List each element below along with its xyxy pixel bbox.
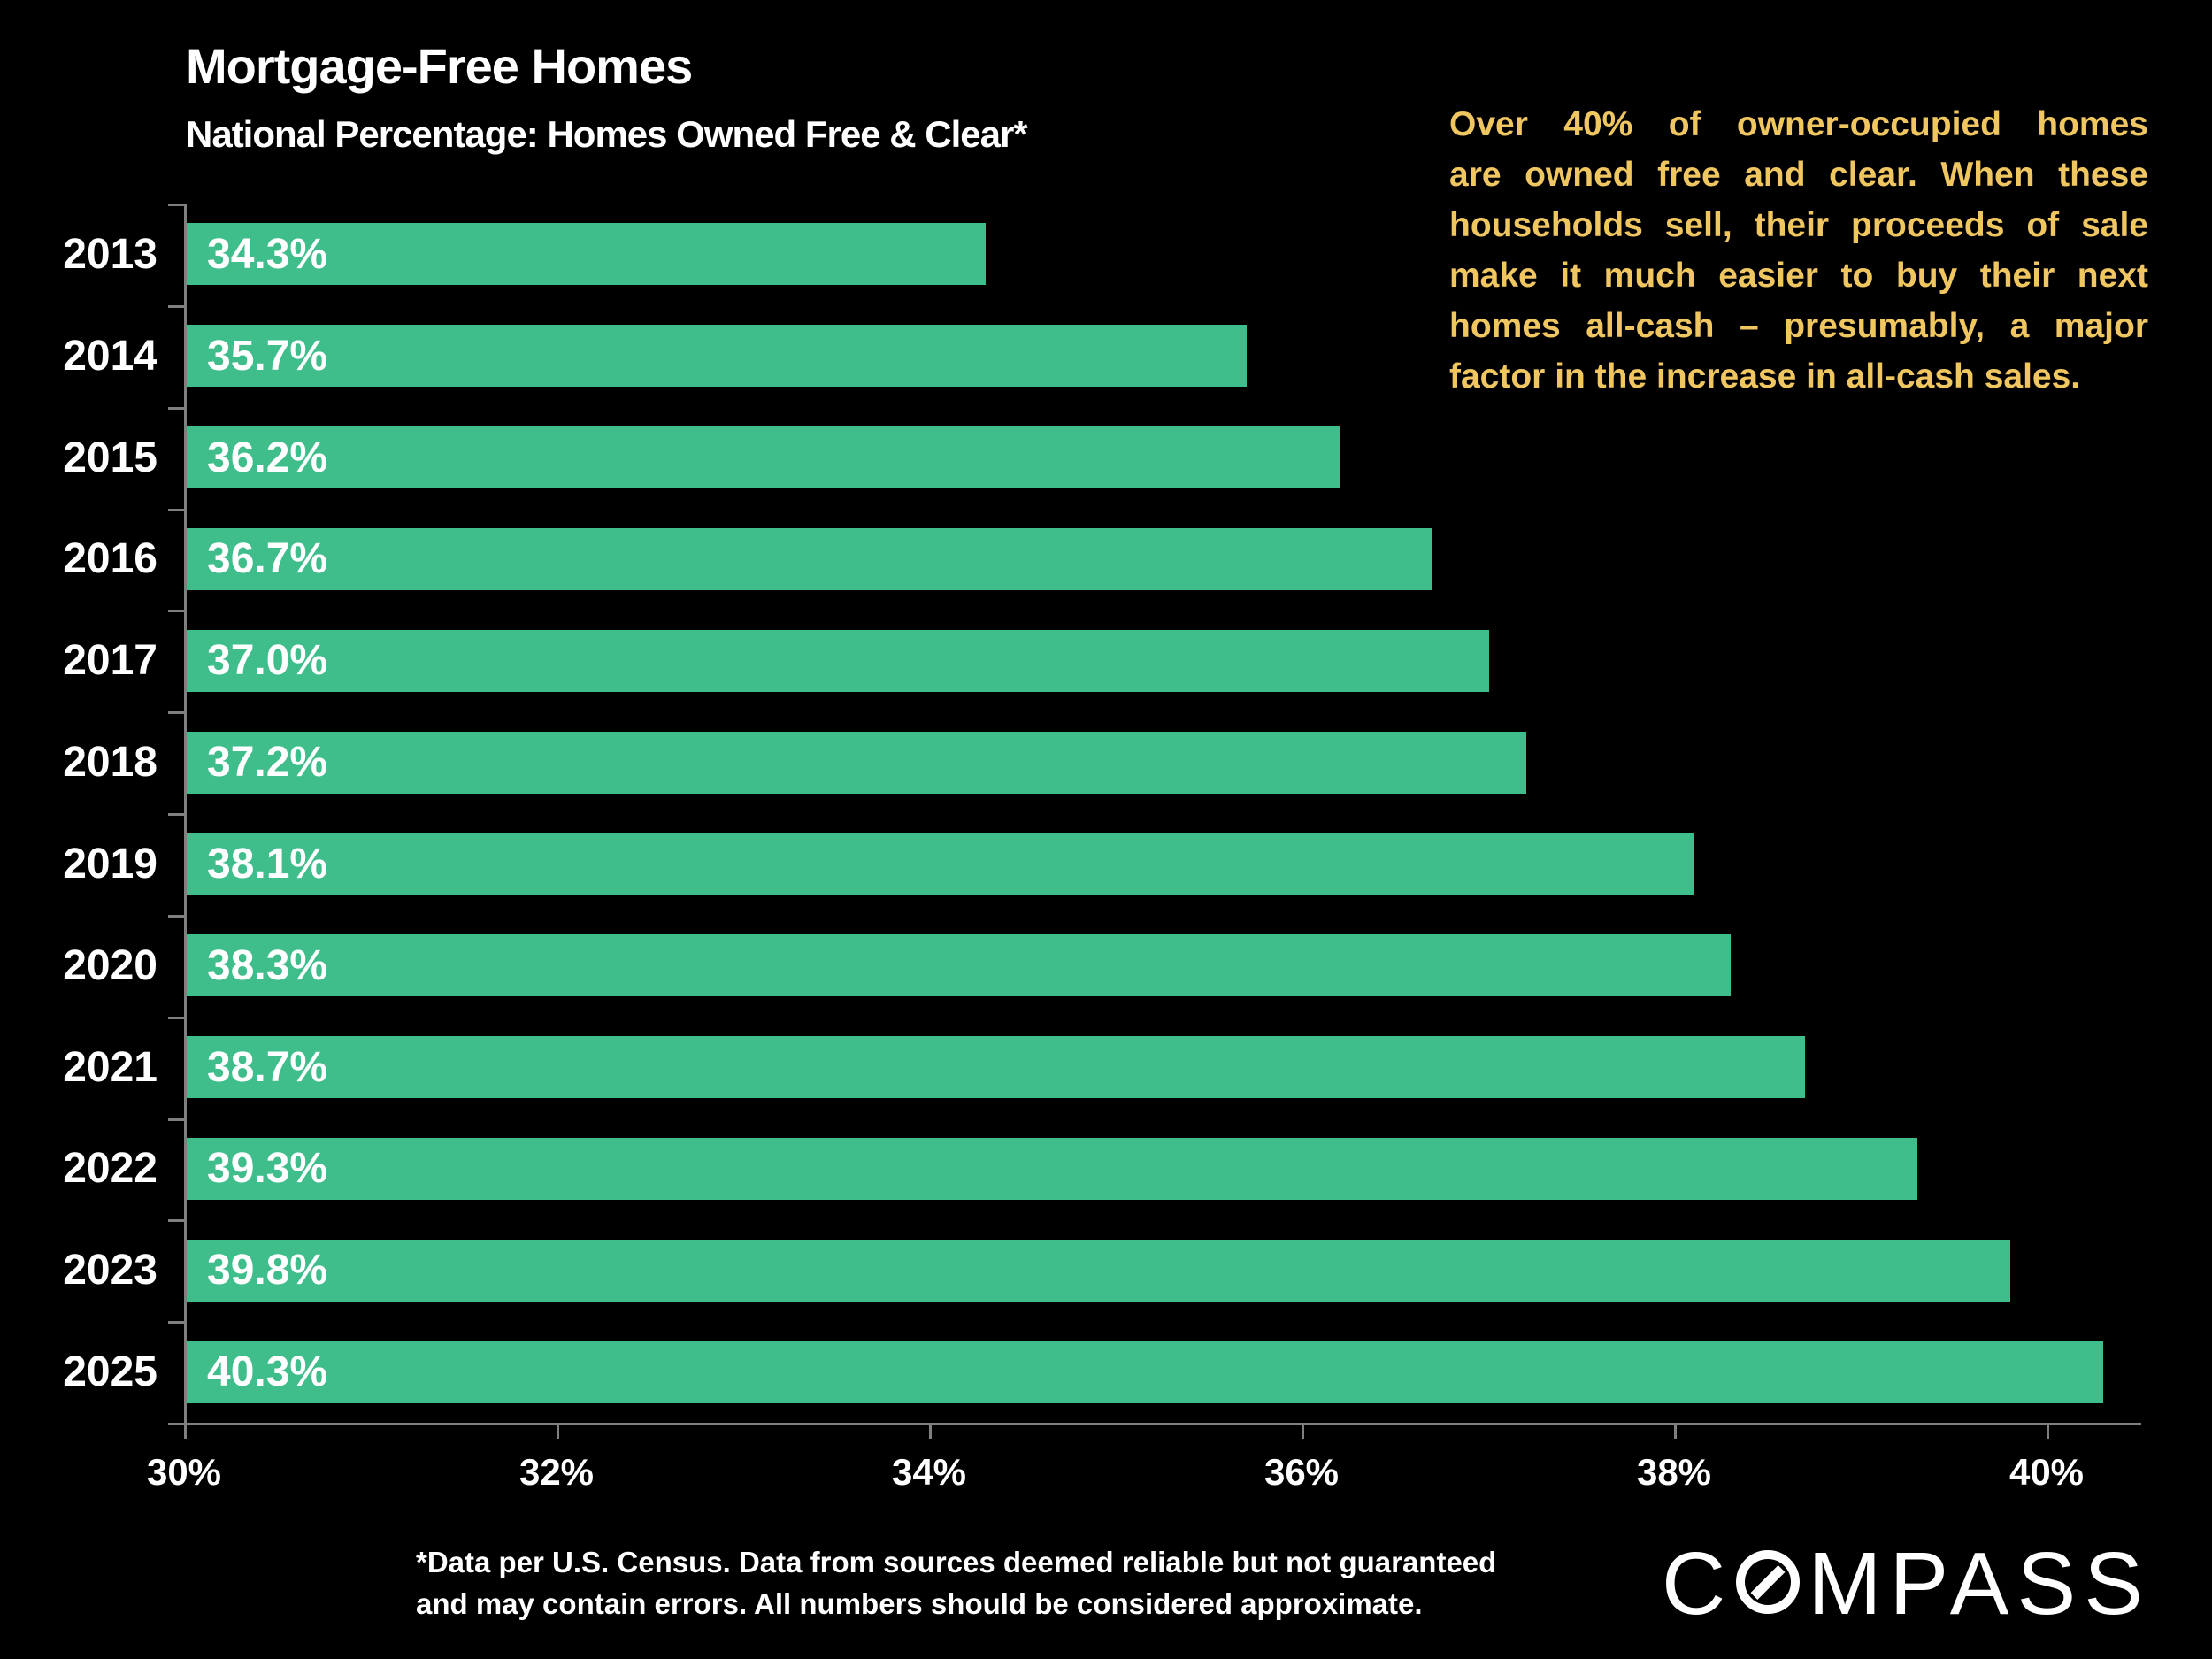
x-axis-tick-label: 36% [1263, 1451, 1340, 1493]
x-axis-tick-label: 32% [518, 1451, 595, 1493]
annotation-line: Over 40% of owner-occupied homes [1449, 105, 2148, 143]
bar-2021 [185, 1036, 1806, 1099]
x-axis-tick-label: 30% [146, 1451, 222, 1493]
category-tick [168, 813, 184, 816]
x-axis-tick [2047, 1423, 2049, 1439]
compass-logo: C MPASS [1662, 1533, 2151, 1635]
category-tick [168, 1118, 184, 1121]
chart-subtitle: National Percentage: Homes Owned Free & … [186, 113, 1028, 155]
bar-2025 [185, 1340, 2104, 1403]
value-label: 38.1% [207, 840, 328, 887]
bar-2022 [185, 1137, 1917, 1200]
year-label: 2018 [63, 739, 157, 787]
x-axis-tick [929, 1423, 932, 1439]
year-label: 2021 [63, 1043, 157, 1091]
year-label: 2015 [63, 434, 157, 481]
x-axis-tick-label: 40% [2008, 1451, 2085, 1493]
value-label: 40.3% [207, 1348, 328, 1396]
bar-2017 [185, 629, 1489, 692]
x-axis-line [168, 1423, 2141, 1425]
chart-title: Mortgage-Free Homes [186, 38, 693, 94]
bar-2014 [185, 325, 1247, 388]
x-axis-tick [1302, 1423, 1304, 1439]
x-axis-tick-label: 34% [891, 1451, 967, 1493]
category-tick [168, 1016, 184, 1019]
value-label: 35.7% [207, 332, 328, 380]
footnote: *Data per U.S. Census. Data from sources… [416, 1541, 1496, 1624]
compass-logo-suffix: MPASS [1808, 1534, 2151, 1633]
value-label: 39.8% [207, 1247, 328, 1294]
year-label: 2020 [63, 941, 157, 989]
category-tick [168, 1321, 184, 1325]
category-tick [168, 1219, 184, 1223]
bar-2016 [185, 527, 1433, 590]
annotation-line: factor in the increase in all-cash sales… [1449, 357, 2081, 396]
annotation-line: are owned free and clear. When these [1449, 156, 2148, 194]
annotation-line: make it much easier to buy their next [1449, 257, 2148, 295]
y-axis-line [184, 204, 187, 1423]
value-label: 36.7% [207, 535, 328, 583]
category-tick [168, 204, 184, 206]
compass-logo-prefix: C [1662, 1534, 1734, 1633]
annotation-text: Over 40% of owner-occupied homes are owne… [1449, 99, 2148, 402]
year-label: 2022 [63, 1145, 157, 1193]
value-label: 34.3% [207, 230, 328, 278]
x-axis-tick [557, 1423, 559, 1439]
x-axis-tick [1674, 1423, 1677, 1439]
category-tick [168, 610, 184, 613]
x-axis-tick-label: 38% [1636, 1451, 1712, 1493]
category-tick [168, 1423, 184, 1425]
value-label: 39.3% [207, 1145, 328, 1193]
compass-needle-icon [1750, 1565, 1786, 1600]
x-axis-tick [184, 1423, 187, 1439]
value-label: 38.7% [207, 1043, 328, 1091]
value-label: 38.3% [207, 941, 328, 989]
year-label: 2017 [63, 637, 157, 685]
category-tick [168, 406, 184, 410]
bar-2015 [185, 426, 1340, 489]
value-label: 37.2% [207, 739, 328, 787]
footnote-line: and may contain errors. All numbers shou… [416, 1587, 1423, 1620]
bar-2013 [185, 223, 987, 286]
category-tick [168, 914, 184, 918]
year-label: 2013 [63, 230, 157, 278]
footnote-line: *Data per U.S. Census. Data from sources… [416, 1546, 1497, 1578]
value-label: 36.2% [207, 434, 328, 481]
value-label: 37.0% [207, 637, 328, 685]
bar-2020 [185, 934, 1732, 997]
year-label: 2016 [63, 535, 157, 583]
annotation-line: households sell, their proceeds of sale [1449, 206, 2148, 244]
year-label: 2019 [63, 840, 157, 887]
annotation-line: homes all-cash – presumably, a major [1449, 307, 2148, 345]
compass-o-icon [1736, 1550, 1801, 1614]
year-label: 2023 [63, 1247, 157, 1294]
bar-2019 [185, 833, 1694, 895]
category-tick [168, 508, 184, 511]
bar-2023 [185, 1239, 2010, 1302]
category-tick [168, 304, 184, 308]
bar-2018 [185, 731, 1526, 794]
year-label: 2025 [63, 1348, 157, 1396]
category-tick [168, 711, 184, 715]
year-label: 2014 [63, 332, 157, 380]
